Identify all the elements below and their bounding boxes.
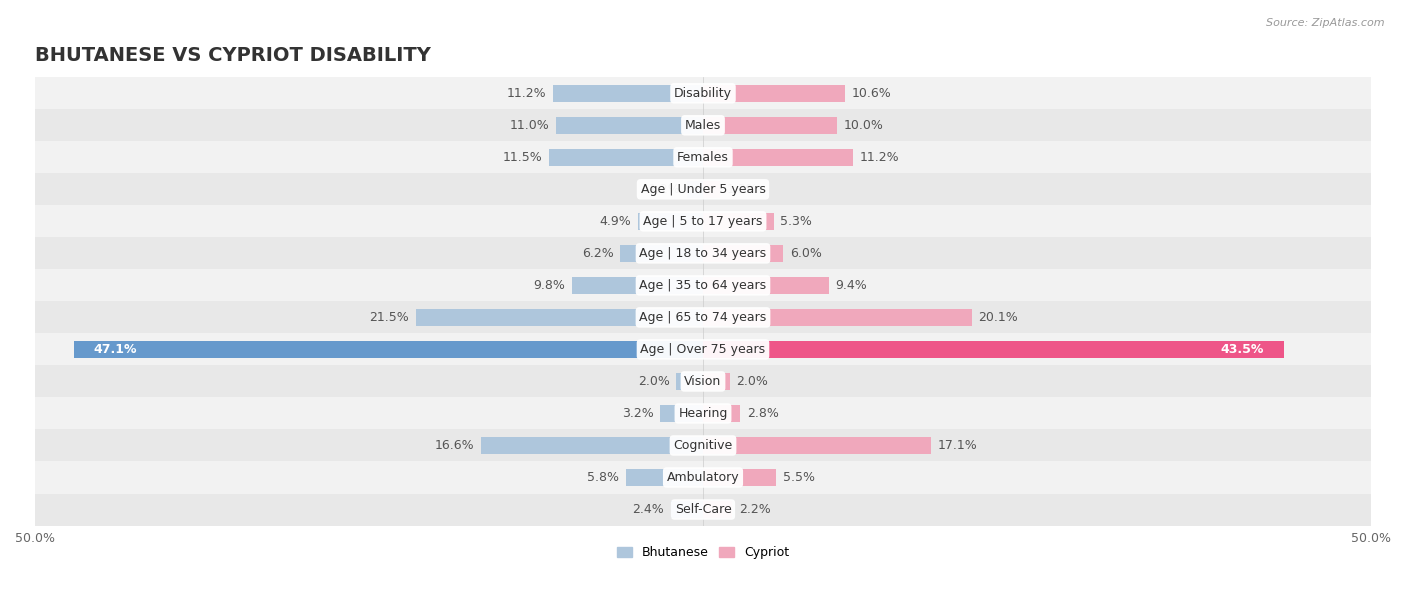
Text: Vision: Vision xyxy=(685,375,721,388)
Text: 17.1%: 17.1% xyxy=(938,439,979,452)
Bar xyxy=(35,237,1371,269)
Text: 2.0%: 2.0% xyxy=(737,375,768,388)
Bar xyxy=(703,437,931,454)
Bar xyxy=(676,373,703,390)
Bar xyxy=(416,309,703,326)
Bar xyxy=(703,309,972,326)
Bar xyxy=(73,341,703,358)
Text: Source: ZipAtlas.com: Source: ZipAtlas.com xyxy=(1267,18,1385,28)
Bar xyxy=(35,493,1371,526)
Text: 10.0%: 10.0% xyxy=(844,119,883,132)
Text: 11.2%: 11.2% xyxy=(508,87,547,100)
Bar xyxy=(35,206,1371,237)
Text: BHUTANESE VS CYPRIOT DISABILITY: BHUTANESE VS CYPRIOT DISABILITY xyxy=(35,46,430,65)
Text: 6.2%: 6.2% xyxy=(582,247,613,260)
Bar xyxy=(688,181,703,198)
Text: 21.5%: 21.5% xyxy=(370,311,409,324)
Bar xyxy=(35,110,1371,141)
Text: Age | 5 to 17 years: Age | 5 to 17 years xyxy=(644,215,762,228)
Text: Age | 18 to 34 years: Age | 18 to 34 years xyxy=(640,247,766,260)
Bar xyxy=(703,117,837,133)
Text: 16.6%: 16.6% xyxy=(434,439,475,452)
Text: Males: Males xyxy=(685,119,721,132)
Bar xyxy=(35,301,1371,334)
Bar xyxy=(554,85,703,102)
Text: 1.2%: 1.2% xyxy=(648,183,681,196)
Text: 2.0%: 2.0% xyxy=(638,375,669,388)
Text: 1.3%: 1.3% xyxy=(727,183,759,196)
Text: 11.2%: 11.2% xyxy=(859,151,898,164)
Bar xyxy=(550,149,703,166)
Text: Self-Care: Self-Care xyxy=(675,503,731,516)
Text: 2.2%: 2.2% xyxy=(740,503,770,516)
Bar xyxy=(703,277,828,294)
Bar xyxy=(703,245,783,262)
Text: 11.5%: 11.5% xyxy=(503,151,543,164)
Text: 2.4%: 2.4% xyxy=(633,503,664,516)
Bar xyxy=(703,149,852,166)
Text: 9.8%: 9.8% xyxy=(533,279,565,292)
Text: Age | Under 5 years: Age | Under 5 years xyxy=(641,183,765,196)
Bar xyxy=(35,461,1371,493)
Bar xyxy=(626,469,703,486)
Bar xyxy=(35,77,1371,110)
Text: 47.1%: 47.1% xyxy=(94,343,138,356)
Bar xyxy=(703,181,720,198)
Text: 4.9%: 4.9% xyxy=(599,215,631,228)
Text: 5.3%: 5.3% xyxy=(780,215,813,228)
Bar xyxy=(35,269,1371,301)
Text: 20.1%: 20.1% xyxy=(979,311,1018,324)
Text: 6.0%: 6.0% xyxy=(790,247,821,260)
Bar xyxy=(35,334,1371,365)
Bar xyxy=(35,365,1371,397)
Text: 11.0%: 11.0% xyxy=(509,119,550,132)
Text: Age | 65 to 74 years: Age | 65 to 74 years xyxy=(640,311,766,324)
Bar xyxy=(572,277,703,294)
Bar xyxy=(637,213,703,230)
Bar xyxy=(703,501,733,518)
Bar xyxy=(703,405,741,422)
Legend: Bhutanese, Cypriot: Bhutanese, Cypriot xyxy=(612,541,794,564)
Bar xyxy=(481,437,703,454)
Bar xyxy=(703,341,1284,358)
Bar xyxy=(661,405,703,422)
Bar xyxy=(35,397,1371,430)
Bar xyxy=(35,173,1371,206)
Text: 10.6%: 10.6% xyxy=(851,87,891,100)
Bar xyxy=(555,117,703,133)
Bar xyxy=(703,469,776,486)
Text: 2.8%: 2.8% xyxy=(747,407,779,420)
Bar xyxy=(703,85,845,102)
Text: 3.2%: 3.2% xyxy=(621,407,654,420)
Text: Hearing: Hearing xyxy=(678,407,728,420)
Bar xyxy=(703,213,773,230)
Text: 5.8%: 5.8% xyxy=(586,471,619,484)
Bar xyxy=(671,501,703,518)
Text: 43.5%: 43.5% xyxy=(1220,343,1264,356)
Text: Ambulatory: Ambulatory xyxy=(666,471,740,484)
Text: Females: Females xyxy=(678,151,728,164)
Bar xyxy=(35,430,1371,461)
Text: 9.4%: 9.4% xyxy=(835,279,868,292)
Text: 5.5%: 5.5% xyxy=(783,471,815,484)
Bar xyxy=(703,373,730,390)
Bar xyxy=(35,141,1371,173)
Text: Age | Over 75 years: Age | Over 75 years xyxy=(641,343,765,356)
Text: Disability: Disability xyxy=(673,87,733,100)
Text: Cognitive: Cognitive xyxy=(673,439,733,452)
Bar xyxy=(620,245,703,262)
Text: Age | 35 to 64 years: Age | 35 to 64 years xyxy=(640,279,766,292)
